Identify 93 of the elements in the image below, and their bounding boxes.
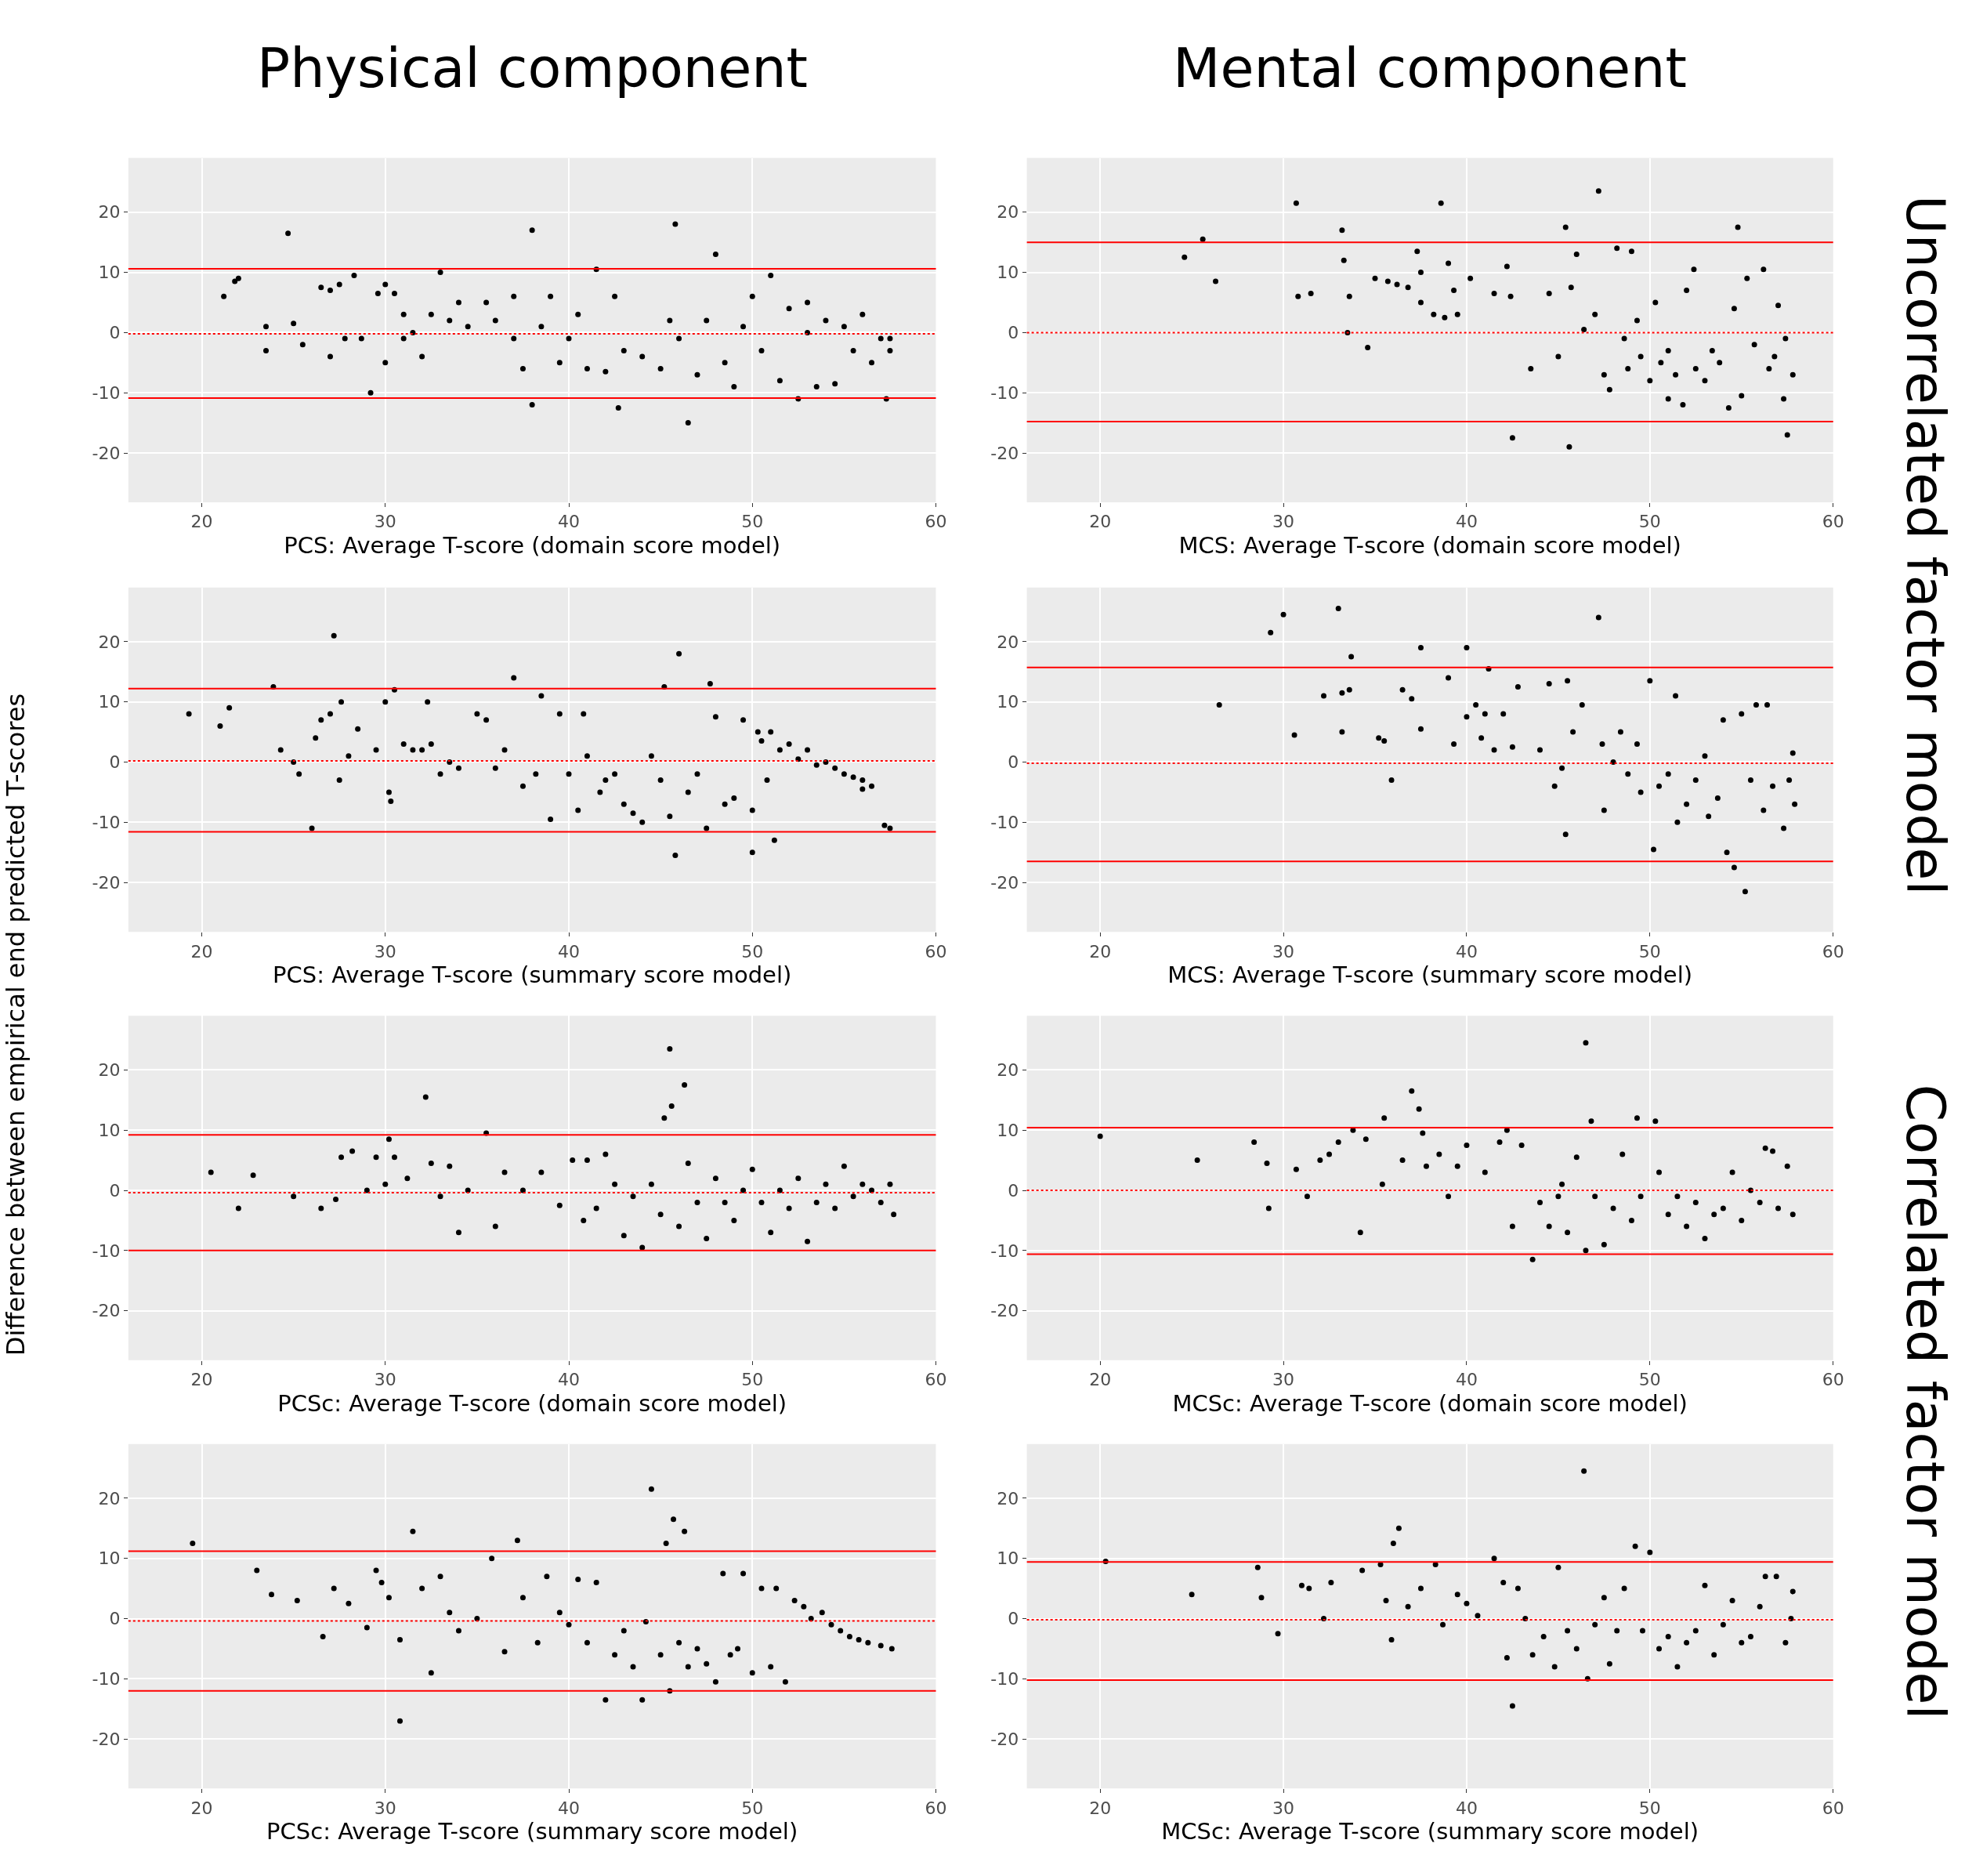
y-tick-label: -10	[92, 1240, 121, 1261]
y-tick-label: 10	[98, 1548, 121, 1569]
x-tick-label: 30	[374, 512, 396, 532]
x-tick-label: 60	[925, 1370, 947, 1390]
x-tick-label: 40	[558, 1370, 581, 1390]
y-tick-label: -10	[92, 1669, 121, 1689]
y-tick-label: -20	[92, 1729, 121, 1749]
y-tick-label: 20	[997, 202, 1019, 223]
x-tick-label: 50	[1638, 512, 1661, 532]
y-tick-label: 10	[997, 1120, 1019, 1140]
x-axis-title: MCS: Average T-score (domain score model)	[1178, 532, 1681, 560]
x-tick-label: 30	[1272, 941, 1295, 962]
y-tick-label: 0	[1008, 752, 1019, 773]
x-tick-label: 50	[1638, 1798, 1661, 1818]
x-tick-label: 20	[1089, 512, 1112, 532]
y-tick-label: 20	[98, 1488, 121, 1508]
x-tick-label: 30	[1272, 1370, 1295, 1390]
y-tick-label: -10	[92, 813, 121, 833]
x-tick-label: 20	[190, 1370, 213, 1390]
y-tick-label: 10	[98, 692, 121, 712]
x-tick-label: 50	[741, 1370, 764, 1390]
y-tick-label: 20	[997, 1488, 1019, 1508]
y-tick-label: -20	[92, 1301, 121, 1321]
y-tick-label: 0	[109, 752, 121, 773]
x-tick-label: 40	[1455, 1370, 1478, 1390]
y-tick-label: -20	[990, 1729, 1019, 1749]
x-tick-label: 20	[1089, 941, 1112, 962]
x-axis-title: MCS: Average T-score (summary score model)	[1167, 962, 1693, 989]
y-tick-label: 20	[997, 1060, 1019, 1081]
y-tick-label: 10	[98, 263, 121, 283]
x-tick-label: 40	[1455, 512, 1478, 532]
x-tick-label: 60	[1822, 941, 1844, 962]
y-tick-label: 10	[98, 1120, 121, 1140]
y-tick-label: -10	[990, 382, 1019, 403]
x-axis-title: PCSc: Average T-score (summary score model)	[266, 1818, 798, 1845]
x-tick-label: 60	[1822, 1370, 1844, 1390]
y-tick-label: 0	[109, 1609, 121, 1629]
y-tick-label: -20	[92, 443, 121, 463]
x-tick-label: 50	[1638, 941, 1661, 962]
text: Uncorrelated factor model	[1894, 194, 1956, 896]
y-tick-label: 20	[98, 202, 121, 223]
text: Mental component	[1173, 36, 1687, 100]
x-tick-label: 40	[1455, 1798, 1478, 1818]
y-tick-label: 10	[997, 263, 1019, 283]
x-tick-label: 60	[1822, 1798, 1844, 1818]
y-tick-label: -20	[990, 872, 1019, 893]
x-axis-title: MCSc: Average T-score (summary score model)	[1161, 1818, 1699, 1845]
x-tick-label: 50	[741, 512, 764, 532]
y-tick-label: 10	[997, 1548, 1019, 1569]
x-tick-label: 20	[190, 1798, 213, 1818]
x-tick-label: 30	[1272, 1798, 1295, 1818]
y-tick-label: 0	[1008, 1180, 1019, 1201]
text: Correlated factor model	[1894, 1084, 1956, 1720]
y-tick-label: 0	[1008, 1609, 1019, 1629]
x-tick-label: 50	[741, 1798, 764, 1818]
x-tick-label: 20	[190, 941, 213, 962]
x-tick-label: 40	[558, 1798, 581, 1818]
x-tick-label: 40	[558, 941, 581, 962]
y-tick-label: 20	[98, 632, 121, 652]
y-tick-label: 0	[109, 1180, 121, 1201]
x-axis-title: MCSc: Average T-score (domain score model)	[1172, 1389, 1688, 1417]
x-tick-label: 50	[741, 941, 764, 962]
text: Physical component	[257, 36, 809, 100]
y-tick-label: 0	[109, 323, 121, 343]
x-tick-label: 60	[1822, 512, 1844, 532]
y-axis-title: Difference between empirical end predicted T-scores	[0, 693, 31, 1356]
x-tick-label: 20	[190, 512, 213, 532]
x-tick-label: 20	[1089, 1798, 1112, 1818]
y-tick-label: -10	[92, 382, 121, 403]
y-tick-label: -10	[990, 1669, 1019, 1689]
x-tick-label: 20	[1089, 1370, 1112, 1390]
y-tick-label: -10	[990, 1240, 1019, 1261]
x-axis-title: PCS: Average T-score (summary score model)	[273, 962, 792, 989]
y-tick-label: 20	[997, 632, 1019, 652]
x-axis-title: PCSc: Average T-score (domain score model)	[277, 1389, 787, 1417]
x-tick-label: 30	[374, 1370, 396, 1390]
x-tick-label: 30	[374, 1798, 396, 1818]
y-tick-label: -20	[990, 1301, 1019, 1321]
y-tick-label: -10	[990, 813, 1019, 833]
x-tick-label: 60	[925, 941, 947, 962]
x-tick-label: 30	[374, 941, 396, 962]
x-tick-label: 60	[925, 1798, 947, 1818]
x-tick-label: 60	[925, 512, 947, 532]
x-tick-label: 40	[558, 512, 581, 532]
x-tick-label: 40	[1455, 941, 1478, 962]
y-tick-label: 20	[98, 1060, 121, 1081]
x-tick-label: 50	[1638, 1370, 1661, 1390]
y-tick-label: -20	[92, 872, 121, 893]
x-axis-title: PCS: Average T-score (domain score model)	[284, 532, 781, 560]
y-tick-label: -20	[990, 443, 1019, 463]
y-tick-label: 10	[997, 692, 1019, 712]
y-tick-label: 0	[1008, 323, 1019, 343]
x-tick-label: 30	[1272, 512, 1295, 532]
